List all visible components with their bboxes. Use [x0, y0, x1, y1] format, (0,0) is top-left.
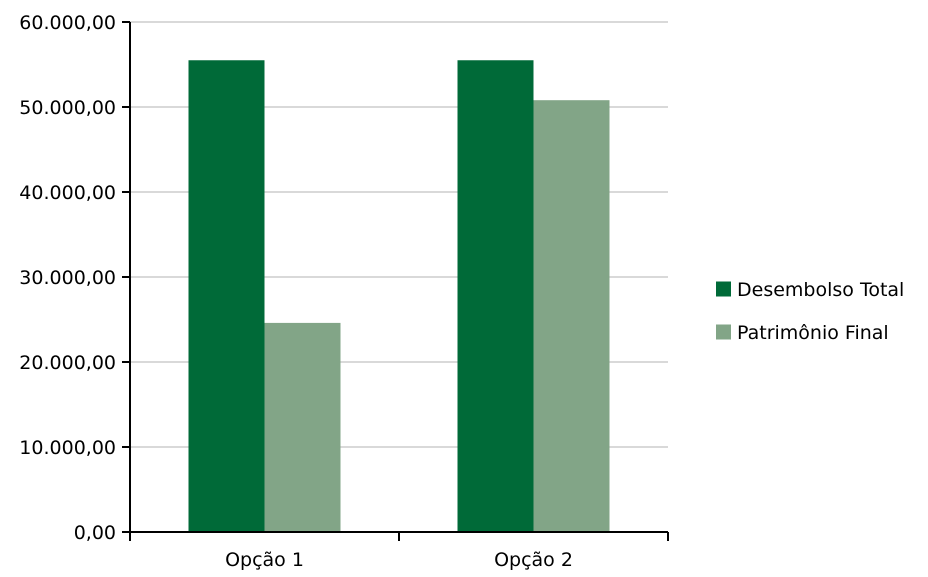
bar-patrimonio-final: [533, 100, 610, 532]
x-category-label: Opção 1: [225, 549, 304, 571]
legend-entry-label: Patrimônio Final: [737, 322, 889, 344]
y-tick-label: 30.000,00: [19, 267, 116, 289]
bar-desembolso-total: [457, 60, 534, 532]
y-tick-label: 0,00: [74, 522, 116, 544]
axes: [122, 21, 669, 541]
bar-patrimonio-final: [264, 322, 341, 532]
bar-desembolso-total: [188, 60, 265, 532]
y-tick-label: 60.000,00: [19, 12, 116, 34]
y-tick-label: 50.000,00: [19, 97, 116, 119]
y-tick-label: 10.000,00: [19, 437, 116, 459]
legend-swatch: [716, 324, 731, 340]
axis-labels: 0,00 10.000,00 20.000,00 30.000,00 40.000,00…: [19, 12, 573, 571]
legend: Desembolso Total Patrimônio Final: [716, 279, 904, 344]
y-tick-label: 20.000,00: [19, 352, 116, 374]
x-category-label: Opção 2: [494, 549, 573, 571]
legend-entry-label: Desembolso Total: [737, 279, 904, 301]
y-tick-label: 40.000,00: [19, 182, 116, 204]
bars: [188, 60, 610, 532]
legend-swatch: [716, 281, 731, 297]
